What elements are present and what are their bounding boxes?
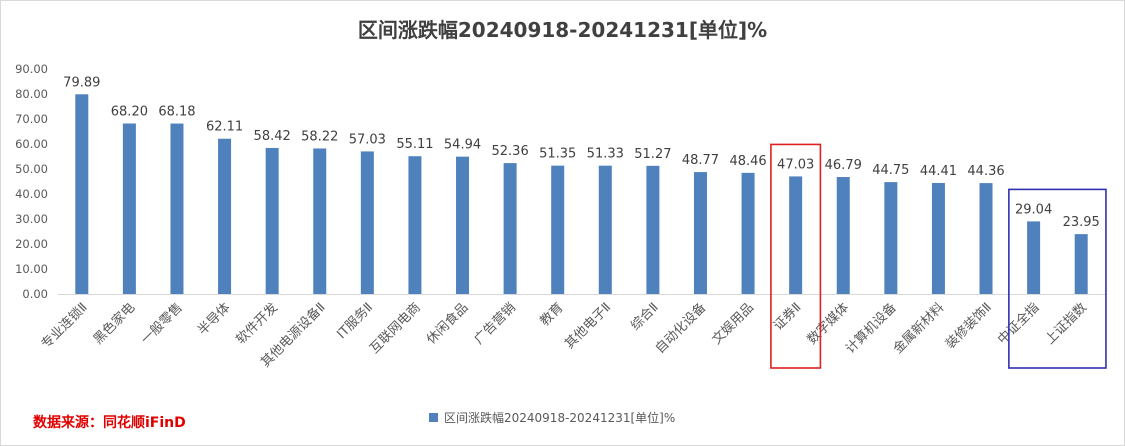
- y-tick-label: 0.00: [22, 287, 48, 301]
- bar: [551, 165, 565, 294]
- x-tick-label: 专业连锁Ⅱ: [38, 300, 91, 353]
- bar: [693, 172, 707, 294]
- highlight-box: [1008, 188, 1107, 369]
- x-tick-label: 综合Ⅱ: [628, 300, 662, 334]
- bar: [646, 165, 660, 294]
- y-tick-label: 40.00: [15, 187, 48, 201]
- data-label: 44.36: [967, 164, 1004, 179]
- bar: [122, 123, 136, 294]
- y-tick-label: 90.00: [15, 62, 48, 76]
- x-tick-label: 广告营销: [472, 300, 519, 347]
- highlight-box: [770, 143, 822, 369]
- x-tick-label: 自动化设备: [652, 300, 709, 357]
- bar: [741, 172, 755, 294]
- y-tick-label: 30.00: [15, 212, 48, 226]
- data-label: 57.03: [349, 132, 386, 147]
- data-label: 44.75: [872, 163, 909, 178]
- bar: [1074, 234, 1088, 294]
- data-label: 52.36: [492, 144, 529, 159]
- data-label: 62.11: [206, 120, 243, 135]
- legend-swatch: [429, 413, 438, 422]
- bar: [75, 94, 89, 295]
- data-label: 23.95: [1063, 215, 1100, 230]
- bar: [598, 165, 612, 294]
- bar: [836, 177, 850, 294]
- x-tick-label: 其他电子Ⅱ: [562, 300, 614, 352]
- x-tick-label: IT服务Ⅱ: [334, 300, 377, 343]
- x-tick-label: 休闲食品: [423, 300, 471, 348]
- bar: [931, 182, 945, 294]
- bar: [1027, 221, 1041, 294]
- y-tick-label: 20.00: [15, 237, 48, 251]
- legend-label: 区间涨跌幅20240918-20241231[单位]%: [444, 411, 676, 425]
- data-label: 68.20: [111, 105, 148, 120]
- x-tick-label: 计算机设备: [842, 300, 899, 357]
- data-label: 48.46: [729, 154, 766, 169]
- bar: [456, 156, 470, 294]
- data-label: 68.18: [158, 105, 195, 120]
- data-label: 29.04: [1015, 202, 1052, 217]
- data-label: 44.41: [920, 164, 957, 179]
- data-label: 58.42: [254, 129, 291, 144]
- data-label: 48.77: [682, 153, 719, 168]
- x-tick-label: 文娱用品: [710, 300, 757, 347]
- x-tick-label: 上证指数: [1043, 300, 1090, 347]
- data-label: 51.27: [634, 147, 671, 162]
- x-tick-label: 教育: [537, 300, 567, 330]
- y-tick-label: 50.00: [15, 162, 48, 176]
- y-tick-label: 80.00: [15, 87, 48, 101]
- data-label: 58.22: [301, 129, 338, 144]
- y-tick-label: 70.00: [15, 112, 48, 126]
- bar: [218, 138, 232, 294]
- data-source-note: 数据来源：同花顺iFinD: [33, 415, 186, 431]
- x-tick-label: 黑色家电: [90, 300, 138, 348]
- data-label: 55.11: [396, 137, 433, 152]
- x-tick-label: 金属新材料: [890, 300, 947, 357]
- bar: [789, 176, 803, 294]
- x-tick-label: 中证全指: [994, 300, 1042, 348]
- bar: [503, 163, 517, 294]
- y-tick-label: 10.00: [15, 262, 48, 276]
- data-label: 46.79: [825, 158, 862, 173]
- bar: [408, 156, 422, 294]
- y-tick-label: 60.00: [15, 137, 48, 151]
- bar: [265, 147, 279, 294]
- x-tick-label: 数字媒体: [805, 300, 852, 347]
- bar: [313, 148, 327, 294]
- data-label: 51.33: [587, 147, 624, 162]
- x-tick-label: 软件开发: [233, 300, 281, 348]
- data-label: 51.35: [539, 147, 576, 162]
- legend: 区间涨跌幅20240918-20241231[单位]%: [429, 409, 675, 426]
- data-label: 54.94: [444, 138, 481, 153]
- x-tick-label: 半导体: [195, 300, 233, 338]
- chart-title: 区间涨跌幅20240918-20241231[单位]%: [357, 18, 768, 42]
- x-tick-label: 一般零售: [138, 300, 186, 348]
- bar: [360, 151, 374, 294]
- bar: [170, 123, 184, 294]
- data-label: 47.03: [777, 157, 814, 172]
- data-label: 79.89: [63, 75, 100, 90]
- x-tick-label: 证券Ⅱ: [770, 300, 804, 334]
- bar: [979, 183, 993, 294]
- x-tick-label: 互联网电商: [367, 300, 424, 357]
- bar: [884, 182, 898, 294]
- x-tick-label: 装修装饰Ⅱ: [943, 300, 995, 352]
